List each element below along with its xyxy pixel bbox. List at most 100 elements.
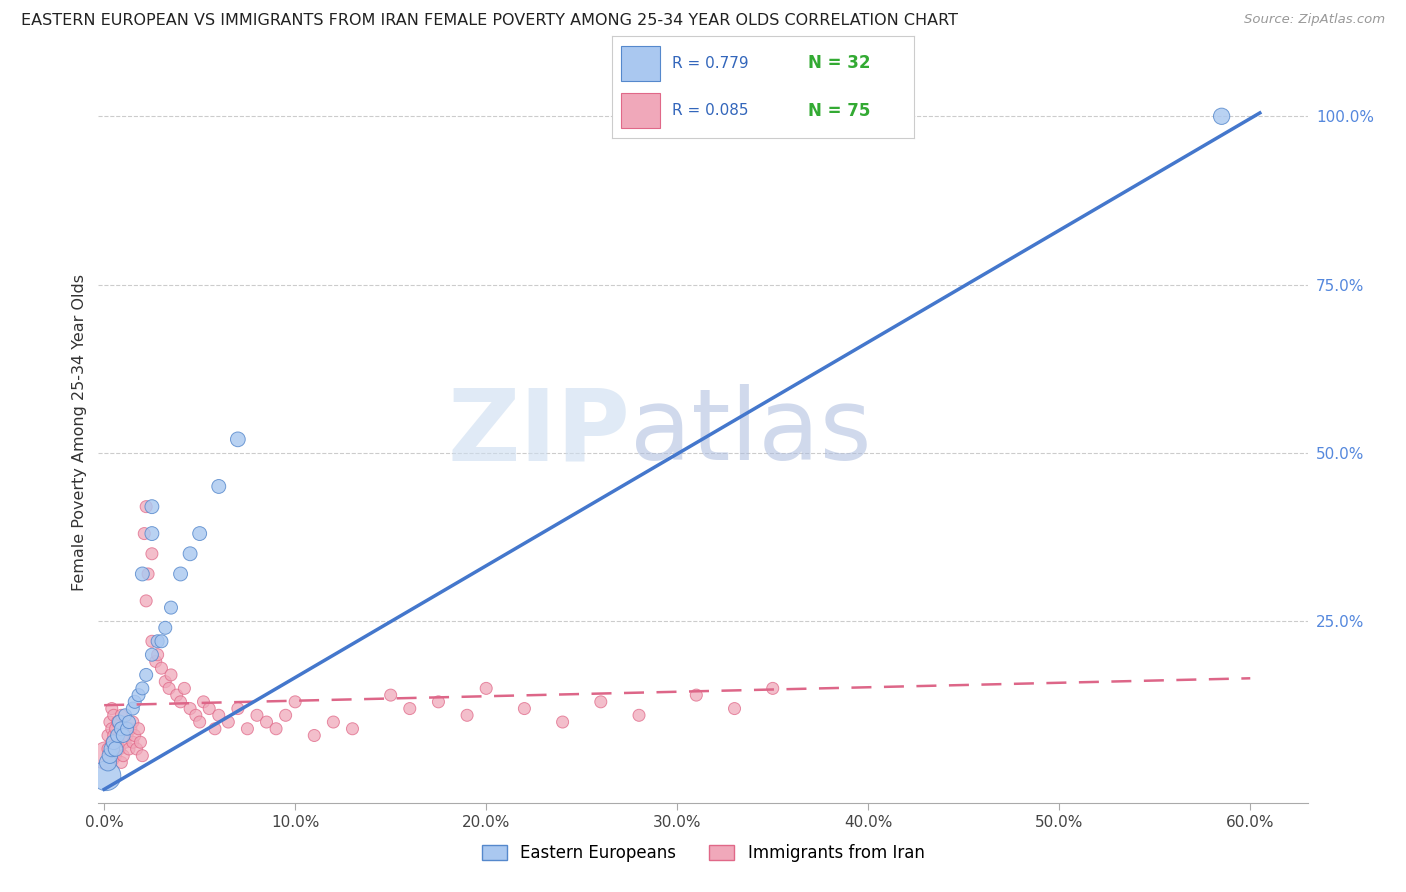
Text: N = 75: N = 75 xyxy=(808,102,870,120)
Point xyxy=(160,600,183,615)
Point xyxy=(246,708,269,723)
Point xyxy=(173,681,195,696)
Point xyxy=(131,681,153,696)
Point xyxy=(94,769,117,783)
Point xyxy=(160,668,183,682)
Bar xyxy=(620,45,659,81)
Point xyxy=(120,722,142,736)
Point xyxy=(217,714,239,729)
Point xyxy=(150,661,173,675)
Point xyxy=(128,688,150,702)
Point xyxy=(169,566,191,581)
Point xyxy=(110,756,132,770)
Point xyxy=(114,735,136,749)
Point xyxy=(103,735,125,749)
Y-axis label: Female Poverty Among 25-34 Year Olds: Female Poverty Among 25-34 Year Olds xyxy=(72,274,87,591)
Point xyxy=(513,701,536,715)
Point xyxy=(108,714,131,729)
Point xyxy=(627,708,650,723)
Point xyxy=(141,648,163,662)
Text: R = 0.085: R = 0.085 xyxy=(672,103,748,118)
Point xyxy=(398,701,420,715)
Point xyxy=(101,742,124,756)
Point xyxy=(427,695,450,709)
Point xyxy=(274,708,297,723)
Point xyxy=(114,708,136,723)
Point xyxy=(129,735,152,749)
Point xyxy=(112,748,135,763)
Point xyxy=(121,714,143,729)
Point xyxy=(155,674,177,689)
Point xyxy=(107,714,129,729)
Point xyxy=(723,701,745,715)
Point xyxy=(198,701,221,715)
Point xyxy=(762,681,785,696)
Bar xyxy=(620,93,659,128)
Point xyxy=(108,729,131,743)
Point xyxy=(685,688,707,702)
Point xyxy=(179,547,201,561)
Point xyxy=(179,701,201,715)
Text: EASTERN EUROPEAN VS IMMIGRANTS FROM IRAN FEMALE POVERTY AMONG 25-34 YEAR OLDS CO: EASTERN EUROPEAN VS IMMIGRANTS FROM IRAN… xyxy=(21,13,957,29)
Point xyxy=(589,695,612,709)
Point xyxy=(112,729,135,743)
Point xyxy=(226,701,249,715)
Point xyxy=(118,742,141,756)
Point xyxy=(134,526,156,541)
Point xyxy=(157,681,180,696)
Point xyxy=(551,714,574,729)
Point xyxy=(141,547,163,561)
Point xyxy=(107,735,129,749)
Text: Source: ZipAtlas.com: Source: ZipAtlas.com xyxy=(1244,13,1385,27)
Point xyxy=(136,566,159,581)
Point xyxy=(188,714,211,729)
Point xyxy=(456,708,478,723)
Point xyxy=(121,735,143,749)
Point xyxy=(166,688,188,702)
Point xyxy=(169,695,191,709)
Point xyxy=(108,742,131,756)
Point xyxy=(94,748,117,763)
Point xyxy=(98,756,121,770)
Point xyxy=(98,748,121,763)
Point xyxy=(304,729,326,743)
Point xyxy=(208,479,231,493)
Point xyxy=(103,729,125,743)
Point xyxy=(125,742,148,756)
Point xyxy=(118,714,141,729)
Point xyxy=(107,729,129,743)
Point xyxy=(124,695,146,709)
Point xyxy=(146,648,169,662)
Point xyxy=(284,695,307,709)
Point xyxy=(146,634,169,648)
Point xyxy=(193,695,215,709)
Point xyxy=(115,722,138,736)
Point xyxy=(124,729,146,743)
Point xyxy=(150,634,173,648)
Text: ZIP: ZIP xyxy=(447,384,630,481)
Point xyxy=(131,566,153,581)
Point xyxy=(226,433,249,447)
Point xyxy=(128,722,150,736)
Point xyxy=(184,708,207,723)
Point xyxy=(256,714,278,729)
Point xyxy=(135,500,157,514)
Point xyxy=(322,714,344,729)
Point xyxy=(135,594,157,608)
Point xyxy=(475,681,498,696)
Point xyxy=(1211,109,1233,123)
Point xyxy=(141,526,163,541)
Point xyxy=(97,729,120,743)
Point xyxy=(236,722,259,736)
Point xyxy=(104,722,127,736)
Point xyxy=(110,708,132,723)
Point xyxy=(97,742,120,756)
Point xyxy=(101,722,124,736)
Point xyxy=(115,729,138,743)
Point xyxy=(103,742,125,756)
Point xyxy=(98,714,121,729)
Point xyxy=(104,742,127,756)
Point xyxy=(101,701,124,715)
Point xyxy=(141,500,163,514)
Text: R = 0.779: R = 0.779 xyxy=(672,56,748,70)
